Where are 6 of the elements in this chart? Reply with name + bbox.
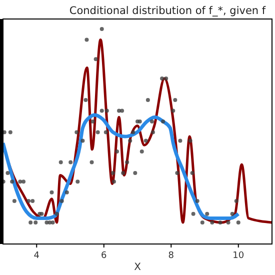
x-axis-title: X: [134, 262, 142, 273]
x-tick-label: 8: [168, 251, 174, 261]
x-tick-label: 10: [232, 251, 244, 261]
x-tick-label: 6: [101, 251, 108, 261]
chart-title: Conditional distribution of f_*, given f: [69, 5, 266, 17]
x-tick-label: 4: [34, 251, 40, 261]
